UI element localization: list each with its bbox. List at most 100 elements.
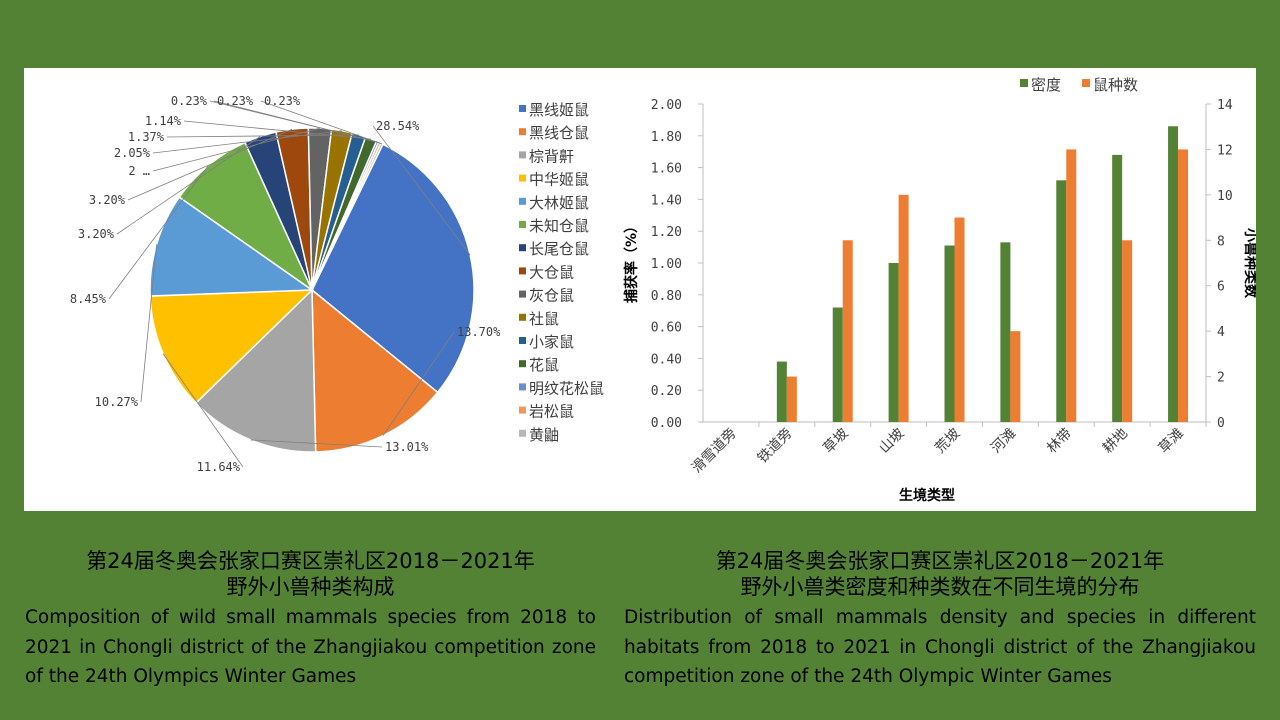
x-axis-title: 生境类型 xyxy=(899,487,955,504)
pie-leader-line xyxy=(382,331,455,436)
pie-data-label: 13.01% xyxy=(385,440,429,454)
bar-density xyxy=(776,361,787,422)
bar-density xyxy=(1168,126,1179,422)
right-caption-en: Distribution of small mammals density an… xyxy=(624,607,1256,687)
pie-data-label: 8.45% xyxy=(70,292,107,306)
right-caption-cn-line1: 第24届冬奥会张家口赛区崇礼区2018－2021年 xyxy=(715,549,1165,573)
y-tick-label: 0.00 xyxy=(651,416,682,431)
bar-species xyxy=(1066,149,1077,422)
bar-species xyxy=(1122,240,1133,422)
pie-leader-line xyxy=(250,439,383,448)
legend-swatch xyxy=(519,267,526,275)
right-caption-cn-line2: 野外小兽类密度和种类数在不同生境的分布 xyxy=(740,575,1140,599)
bar-density xyxy=(1056,180,1067,422)
x-tick-label: 河滩 xyxy=(988,426,1019,457)
bar-chart: 0.00 0.20 0.40 0.60 0.80 1.00 1.20 1.40 1.60 1.80… xyxy=(623,76,1256,504)
legend-label: 小家鼠 xyxy=(529,333,574,351)
legend-label: 灰仓鼠 xyxy=(529,287,574,305)
legend-label: 黑线姬鼠 xyxy=(529,101,589,119)
legend-swatch xyxy=(1082,79,1090,87)
legend-label: 鼠种数 xyxy=(1093,76,1138,94)
x-tick-label: 耕地 xyxy=(1099,425,1131,457)
bar-species xyxy=(1010,331,1021,422)
pie-legend: 黑线姬鼠黑线仓鼠棕背鼾中华姬鼠大林姬鼠未知仓鼠长尾仓鼠大仓鼠灰仓鼠社鼠小家鼠花鼠… xyxy=(519,101,604,444)
legend-swatch xyxy=(519,151,526,159)
pie-leader-line xyxy=(183,120,372,140)
pie-data-label: 1.37% xyxy=(128,130,165,144)
x-tick-label: 山坡 xyxy=(876,426,907,457)
y-axis-title: 捕获率（%） xyxy=(623,219,640,303)
legend-swatch xyxy=(519,406,526,414)
pie-data-label: 13.70% xyxy=(457,325,501,339)
pie-data-label: 0.23% xyxy=(264,94,301,108)
legend-swatch xyxy=(519,197,526,205)
bar-density xyxy=(888,263,899,422)
legend-swatch xyxy=(519,290,526,298)
legend-label: 明纹花松鼠 xyxy=(529,379,604,397)
pie-data-label: 0.23% xyxy=(171,94,208,108)
pie-data-label: 2.05% xyxy=(114,146,151,160)
bar-species xyxy=(954,217,965,422)
legend-swatch xyxy=(519,337,526,344)
x-tick-label: 林带 xyxy=(1044,426,1075,457)
legend-label: 中华姬鼠 xyxy=(529,171,589,189)
pie-chart: 28.54% 13.70% 13.01% 11.64% 10.27% 8.45% 3.20%… xyxy=(70,94,604,474)
pie-leader-line xyxy=(162,353,244,468)
legend-label: 未知仓鼠 xyxy=(529,217,589,235)
y-tick-label: 2.00 xyxy=(651,98,682,113)
legend-label: 大林姬鼠 xyxy=(529,194,589,212)
pie-leader-line xyxy=(140,244,158,403)
left-caption-cn-line2: 野外小兽种类构成 xyxy=(226,575,395,599)
legend-swatch xyxy=(519,128,526,136)
x-tick-label: 草滩 xyxy=(1156,426,1187,457)
y-tick-label: 0.20 xyxy=(651,384,682,399)
y-tick-label: 1.80 xyxy=(651,130,682,145)
y2-axis-title: 小兽种类数 xyxy=(1242,228,1256,299)
y-tick-label: 1.20 xyxy=(651,225,682,240)
legend-swatch xyxy=(519,174,526,182)
right-caption: 第24届冬奥会张家口赛区崇礼区2018－2021年 野外小兽类密度和种类数在不同… xyxy=(624,548,1256,692)
x-tick-label: 铁道旁 xyxy=(754,425,796,467)
y2-tick-label: 14 xyxy=(1217,98,1233,113)
legend-swatch xyxy=(519,429,526,437)
y-tick-label: 1.60 xyxy=(651,162,682,177)
pie-data-label: 1.14% xyxy=(145,114,182,128)
legend-label: 长尾仓鼠 xyxy=(529,240,589,258)
y2-tick-label: 4 xyxy=(1217,325,1225,340)
pie-leader-line xyxy=(116,136,261,235)
x-tick-label: 草坡 xyxy=(820,426,851,457)
legend-swatch xyxy=(1020,79,1028,87)
legend-label: 黑线仓鼠 xyxy=(529,124,589,142)
pie-leader-line xyxy=(152,130,343,154)
y-tick-label: 1.40 xyxy=(651,193,682,208)
pie-data-label: 28.54% xyxy=(376,119,420,133)
bar-density xyxy=(832,307,843,422)
pie-data-label: 10.27% xyxy=(95,395,139,409)
chart-panel: 28.54% 13.70% 13.01% 11.64% 10.27% 8.45% 3.20%… xyxy=(24,68,1256,511)
legend-swatch xyxy=(519,383,526,391)
bar-species xyxy=(898,194,909,422)
legend-swatch xyxy=(519,313,526,321)
legend-swatch xyxy=(519,221,526,228)
bar-species xyxy=(1178,149,1189,422)
bar-legend: 密度 鼠种数 xyxy=(1020,76,1138,94)
legend-swatch xyxy=(519,244,526,252)
legend-label: 密度 xyxy=(1031,76,1061,94)
y2-tick-label: 10 xyxy=(1217,189,1233,204)
legend-label: 大仓鼠 xyxy=(529,263,574,281)
pie-slices xyxy=(149,127,475,453)
legend-label: 社鼠 xyxy=(529,310,559,328)
y2-tick-label: 12 xyxy=(1217,143,1233,158)
legend-label: 棕背鼾 xyxy=(529,147,574,165)
left-caption-cn-line1: 第24届冬奥会张家口赛区崇礼区2018－2021年 xyxy=(86,549,535,573)
pie-data-label: 2 … xyxy=(128,164,150,178)
legend-label: 花鼠 xyxy=(529,356,559,374)
bar-density xyxy=(1000,242,1011,422)
pie-data-label: 3.20% xyxy=(89,193,126,207)
pie-data-label: 11.64% xyxy=(197,460,241,474)
pie-leader-line xyxy=(213,100,380,144)
x-tick-label: 荒坡 xyxy=(932,426,963,457)
y2-tick-label: 8 xyxy=(1217,234,1225,249)
pie-leader-line xyxy=(372,125,471,256)
legend-label: 岩松鼠 xyxy=(529,403,574,421)
